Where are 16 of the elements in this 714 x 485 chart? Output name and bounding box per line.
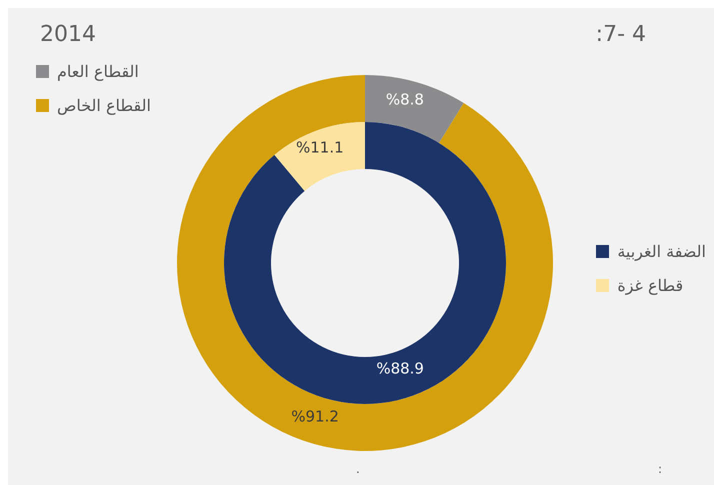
- legend-label: القطاع العام: [57, 62, 139, 80]
- data-label: %91.2: [291, 407, 339, 426]
- donut-slice: [365, 75, 464, 144]
- data-label: %88.9: [376, 359, 424, 378]
- text: :: [658, 462, 662, 476]
- legend-label: الضفة الغربية: [617, 242, 706, 260]
- donut-slice: [177, 75, 553, 451]
- donut-slice: [274, 122, 365, 191]
- data-label: %11.1: [296, 138, 344, 157]
- text: :7- 4: [596, 22, 646, 47]
- donut-slice: [224, 122, 506, 404]
- legend-label: قطاع غزة: [617, 276, 684, 294]
- data-label: %8.8: [386, 90, 424, 109]
- legend-label: القطاع الخاص: [57, 96, 151, 114]
- chart-subtitle: 2014: [40, 22, 96, 47]
- text: .: [356, 462, 360, 476]
